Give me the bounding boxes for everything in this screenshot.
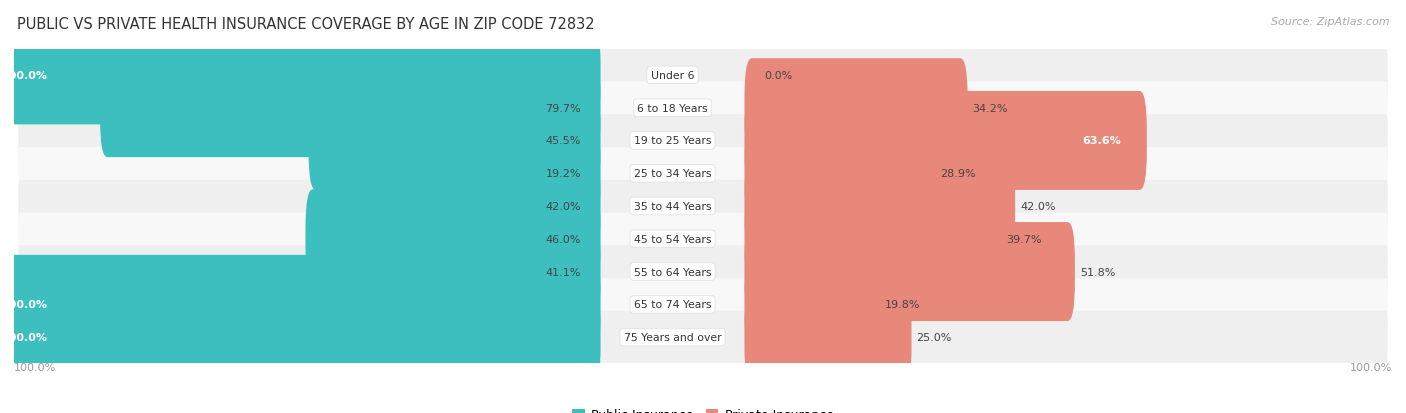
FancyBboxPatch shape: [744, 92, 1147, 190]
Text: 25.0%: 25.0%: [917, 332, 952, 342]
Text: Source: ZipAtlas.com: Source: ZipAtlas.com: [1271, 17, 1389, 26]
Text: 55 to 64 Years: 55 to 64 Years: [634, 267, 711, 277]
Text: 42.0%: 42.0%: [1019, 202, 1056, 211]
FancyBboxPatch shape: [18, 213, 1388, 266]
FancyBboxPatch shape: [744, 288, 911, 387]
FancyBboxPatch shape: [0, 255, 600, 354]
Text: 100.0%: 100.0%: [1, 71, 48, 81]
FancyBboxPatch shape: [330, 157, 600, 256]
Text: 100.0%: 100.0%: [1350, 362, 1392, 372]
Text: 51.8%: 51.8%: [1080, 267, 1115, 277]
Text: 63.6%: 63.6%: [1083, 136, 1121, 146]
FancyBboxPatch shape: [744, 223, 1076, 321]
FancyBboxPatch shape: [308, 92, 600, 190]
Text: 65 to 74 Years: 65 to 74 Years: [634, 299, 711, 310]
FancyBboxPatch shape: [100, 59, 600, 158]
Text: 75 Years and over: 75 Years and over: [624, 332, 721, 342]
FancyBboxPatch shape: [468, 124, 600, 223]
Text: 46.0%: 46.0%: [546, 234, 581, 244]
Text: 45.5%: 45.5%: [546, 136, 581, 146]
Legend: Public Insurance, Private Insurance: Public Insurance, Private Insurance: [567, 404, 839, 413]
Text: 39.7%: 39.7%: [1007, 234, 1042, 244]
Text: 100.0%: 100.0%: [14, 362, 56, 372]
Text: 6 to 18 Years: 6 to 18 Years: [637, 103, 707, 114]
FancyBboxPatch shape: [336, 223, 600, 321]
FancyBboxPatch shape: [18, 115, 1388, 167]
Text: Under 6: Under 6: [651, 71, 695, 81]
Text: 100.0%: 100.0%: [1, 299, 48, 310]
FancyBboxPatch shape: [305, 190, 600, 289]
FancyBboxPatch shape: [18, 148, 1388, 200]
Text: 19 to 25 Years: 19 to 25 Years: [634, 136, 711, 146]
FancyBboxPatch shape: [744, 59, 967, 158]
FancyBboxPatch shape: [18, 278, 1388, 331]
Text: 35 to 44 Years: 35 to 44 Years: [634, 202, 711, 211]
Text: 45 to 54 Years: 45 to 54 Years: [634, 234, 711, 244]
FancyBboxPatch shape: [18, 50, 1388, 102]
FancyBboxPatch shape: [18, 82, 1388, 135]
Text: PUBLIC VS PRIVATE HEALTH INSURANCE COVERAGE BY AGE IN ZIP CODE 72832: PUBLIC VS PRIVATE HEALTH INSURANCE COVER…: [17, 17, 595, 31]
FancyBboxPatch shape: [744, 190, 1001, 289]
FancyBboxPatch shape: [744, 124, 935, 223]
Text: 41.1%: 41.1%: [546, 267, 581, 277]
FancyBboxPatch shape: [744, 255, 880, 354]
FancyBboxPatch shape: [18, 180, 1388, 233]
Text: 100.0%: 100.0%: [1, 332, 48, 342]
FancyBboxPatch shape: [18, 246, 1388, 298]
FancyBboxPatch shape: [0, 26, 600, 125]
FancyBboxPatch shape: [18, 311, 1388, 363]
Text: 79.7%: 79.7%: [546, 103, 581, 114]
Text: 0.0%: 0.0%: [763, 71, 792, 81]
Text: 34.2%: 34.2%: [973, 103, 1008, 114]
Text: 19.2%: 19.2%: [546, 169, 581, 179]
Text: 42.0%: 42.0%: [546, 202, 581, 211]
Text: 25 to 34 Years: 25 to 34 Years: [634, 169, 711, 179]
Text: 28.9%: 28.9%: [941, 169, 976, 179]
FancyBboxPatch shape: [0, 288, 600, 387]
Text: 19.8%: 19.8%: [884, 299, 920, 310]
FancyBboxPatch shape: [744, 157, 1015, 256]
